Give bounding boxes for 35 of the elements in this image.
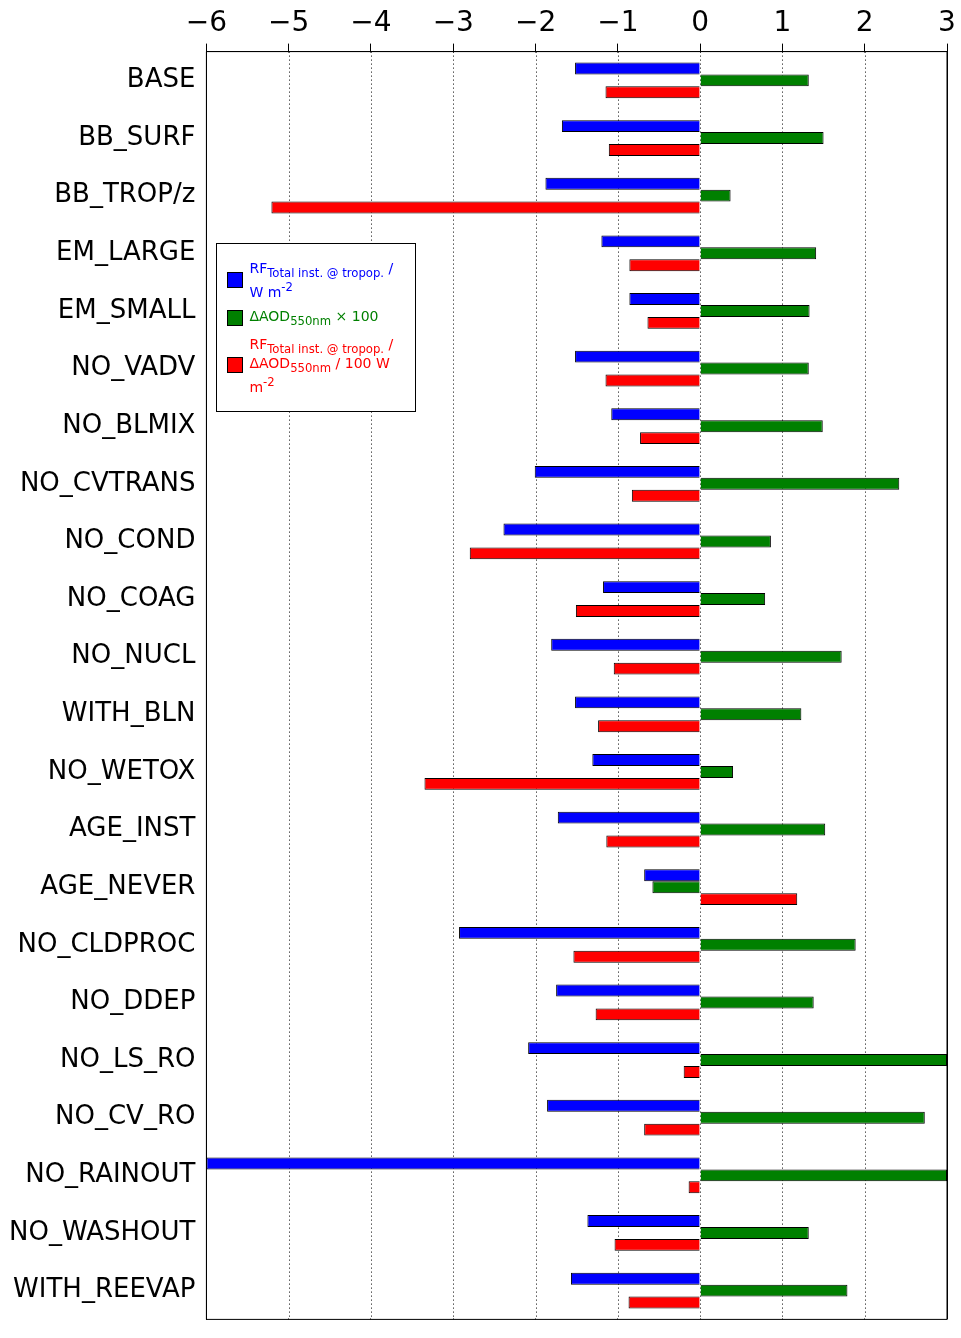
y-tick-label: NO_NUCL bbox=[71, 639, 196, 670]
x-tick-label: 0 bbox=[691, 5, 710, 39]
y-tick-label: NO_WASHOUT bbox=[9, 1215, 196, 1246]
y-tick-label: NO_VADV bbox=[71, 351, 196, 382]
y-tick-label: EM_LARGE bbox=[56, 236, 196, 267]
y-tick-label: NO_CVTRANS bbox=[19, 466, 196, 497]
x-tick-label: −5 bbox=[268, 5, 310, 39]
y-tick-label: BB_SURF bbox=[78, 120, 196, 151]
x-tick-label: 1 bbox=[773, 5, 792, 39]
text: RF$_{Total inst. @ tropop.}$ / W m$^{-2}$ bbox=[249, 260, 394, 300]
y-tick-label: NO_RAINOUT bbox=[25, 1158, 196, 1189]
y-tick-label: BB_TROP/z bbox=[54, 178, 196, 209]
x-tick-label: 3 bbox=[938, 5, 956, 39]
y-tick-label: WITH_REEVAP bbox=[13, 1273, 196, 1304]
x-tick-label: −1 bbox=[597, 5, 639, 39]
y-tick-label: AGE_INST bbox=[69, 812, 196, 843]
x-tick-label: −3 bbox=[432, 5, 474, 39]
y-tick-label: NO_CLDPROC bbox=[17, 927, 196, 958]
legend-label: ΔAOD$_{550nm}$ × 100 bbox=[249, 307, 379, 328]
y-tick-label: NO_WETOX bbox=[47, 754, 196, 785]
x-tick-label: −4 bbox=[350, 5, 392, 39]
y-tick-label: NO_COAG bbox=[66, 581, 196, 612]
y-tick-label: NO_LS_RO bbox=[59, 1042, 196, 1073]
y-tick-label: EM_SMALL bbox=[57, 293, 196, 324]
y-tick-label: NO_DDEP bbox=[70, 985, 196, 1016]
y-tick-label: AGE_NEVER bbox=[40, 869, 196, 900]
y-tick-label: BASE bbox=[126, 63, 196, 94]
x-tick-label: −6 bbox=[185, 5, 228, 39]
text: RF$_{Total inst. @ tropop.}$ / ΔAOD$_{550nm}$ / 100 W m$^{-2}$ bbox=[249, 335, 394, 395]
y-tick-label: NO_BLMIX bbox=[62, 408, 196, 439]
x-tick-label: −2 bbox=[514, 5, 557, 39]
y-tick-label: WITH_BLN bbox=[61, 697, 196, 728]
x-tick-label: 2 bbox=[855, 5, 874, 39]
y-tick-label: NO_COND bbox=[64, 524, 196, 555]
y-tick-label: NO_CV_RO bbox=[55, 1100, 196, 1131]
